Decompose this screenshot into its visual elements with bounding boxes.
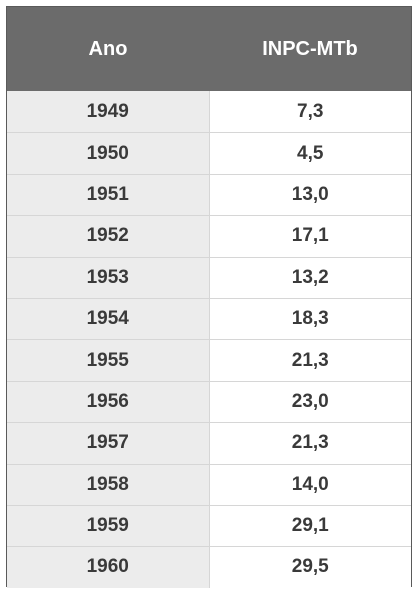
inpc-value-cell: 29,5	[209, 547, 411, 588]
inpc-value-cell: 14,0	[209, 464, 411, 505]
table-row: 1952 17,1	[7, 215, 411, 257]
inpc-value-cell: 13,0	[209, 174, 411, 216]
year-cell: 1953	[7, 257, 210, 298]
data-table: Ano INPC-MTb 1949 7,3 1950 4,5 1951 13,0 1952 1…	[6, 6, 412, 588]
inpc-value-cell: 7,3	[209, 91, 411, 133]
table-row: 1950 4,5	[7, 132, 411, 174]
year-cell: 1950	[7, 133, 210, 174]
year-cell: 1958	[7, 464, 210, 505]
inpc-value-cell: 21,3	[209, 340, 411, 381]
table-row: 1951 13,0	[7, 173, 411, 216]
inpc-value-cell: 13,2	[209, 257, 411, 298]
inpc-value-cell: 29,1	[209, 505, 411, 547]
table-row: 1954 18,3	[7, 297, 411, 340]
table-body: 1949 7,3 1950 4,5 1951 13,0 1952 17,1 1953 13,2 19…	[7, 91, 411, 588]
table-header-row: Ano INPC-MTb	[7, 7, 411, 91]
inpc-value-cell: 4,5	[209, 133, 411, 174]
year-cell: 1952	[7, 216, 210, 257]
year-cell: 1954	[7, 298, 210, 340]
inpc-value-cell: 21,3	[209, 423, 411, 464]
year-cell: 1955	[7, 340, 210, 381]
table-row: 1956 23,0	[7, 380, 411, 423]
column-header-inpc: INPC-MTb	[262, 37, 358, 60]
year-cell: 1951	[7, 174, 210, 216]
table-row: 1955 21,3	[7, 339, 411, 381]
table-row: 1953 13,2	[7, 256, 411, 298]
table-row: 1958 14,0	[7, 463, 411, 505]
inpc-value-cell: 23,0	[209, 381, 411, 423]
inpc-value-cell: 17,1	[209, 216, 411, 257]
year-cell: 1956	[7, 381, 210, 423]
year-cell: 1960	[7, 547, 210, 588]
year-cell: 1959	[7, 505, 210, 547]
year-cell: 1957	[7, 423, 210, 464]
table-row: 1960 29,5	[7, 546, 411, 588]
table-row: 1959 29,1	[7, 504, 411, 547]
year-cell: 1949	[7, 91, 210, 133]
inpc-value-cell: 18,3	[209, 298, 411, 340]
table-row: 1957 21,3	[7, 422, 411, 464]
column-header-year: Ano	[88, 37, 128, 60]
table-row: 1949 7,3	[7, 91, 411, 133]
